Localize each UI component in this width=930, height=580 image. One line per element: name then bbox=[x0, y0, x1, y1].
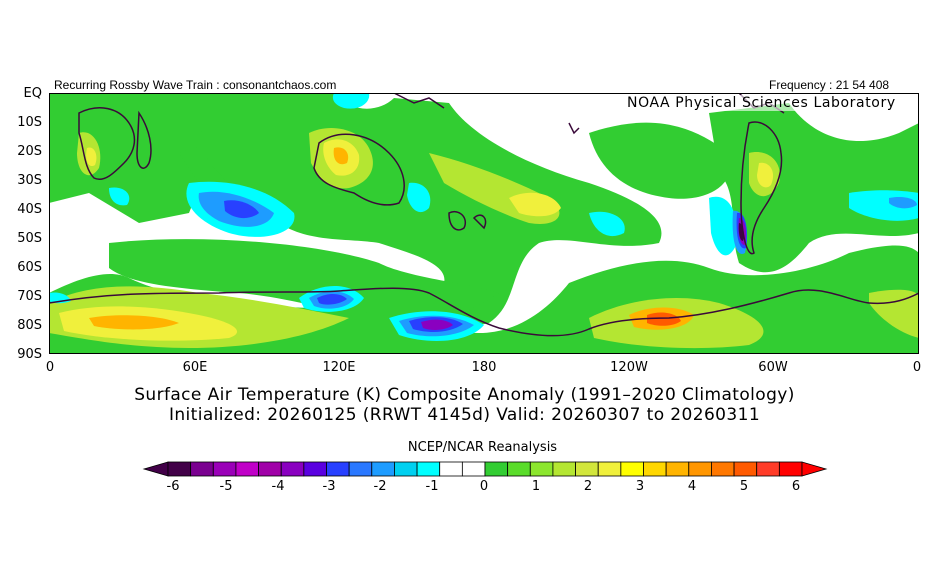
header-source-text: Recurring Rossby Wave Train : consonantc… bbox=[54, 78, 337, 92]
colorbar-cell bbox=[756, 461, 780, 477]
lon-label: 60E bbox=[182, 360, 208, 375]
colorbar-cell bbox=[733, 461, 758, 477]
colorbar-cell bbox=[258, 461, 282, 477]
header-frequency-text: Frequency : 21 54 408 bbox=[769, 78, 890, 92]
colorbar-tick: 1 bbox=[531, 479, 541, 494]
colorbar-cell bbox=[711, 461, 735, 477]
lon-label: 120W bbox=[610, 360, 648, 375]
colorbar-cell bbox=[778, 461, 803, 477]
lat-label: 70S bbox=[17, 289, 42, 304]
colorbar-cell bbox=[416, 461, 441, 477]
colorbar-cell bbox=[235, 461, 259, 477]
colorbar-cell bbox=[529, 461, 554, 477]
colorbar-cell bbox=[167, 461, 192, 477]
colorbar-arrow-high bbox=[801, 461, 828, 477]
colorbar-tick: -3 bbox=[322, 479, 336, 494]
colorbar-cell bbox=[348, 461, 373, 477]
lat-label: EQ bbox=[23, 86, 42, 101]
colorbar-tick: 6 bbox=[791, 479, 801, 494]
colorbar-arrow-low bbox=[142, 461, 169, 477]
lat-label: 60S bbox=[17, 260, 42, 275]
colorbar-tick: 2 bbox=[583, 479, 593, 494]
lon-label: 60W bbox=[758, 360, 788, 375]
colorbar-tick: -6 bbox=[166, 479, 180, 494]
anomaly-fill bbox=[49, 93, 919, 354]
colorbar-cell bbox=[439, 461, 463, 477]
colorbar-cell bbox=[597, 461, 622, 477]
lat-label: 80S bbox=[17, 318, 42, 333]
colorbar-cell bbox=[190, 461, 214, 477]
colorbar-cell bbox=[461, 461, 486, 477]
lab-label: NOAA Physical Sciences Laboratory bbox=[625, 95, 898, 111]
lat-label: 40S bbox=[17, 202, 42, 217]
colorbar-cell bbox=[371, 461, 395, 477]
plot-title: Surface Air Temperature (K) Composite An… bbox=[134, 385, 795, 405]
colorbar-tick: -4 bbox=[271, 479, 285, 494]
colorbar-label: NCEP/NCAR Reanalysis bbox=[407, 440, 558, 455]
lat-label: 20S bbox=[17, 144, 42, 159]
colorbar-tick: 0 bbox=[479, 479, 489, 494]
colorbar-cell bbox=[665, 461, 690, 477]
lat-label: 30S bbox=[17, 173, 42, 188]
lon-label: 120E bbox=[322, 360, 356, 375]
plot-subtitle: Initialized: 20260125 (RRWT 4145d) Valid… bbox=[168, 405, 761, 425]
colorbar-tick: 4 bbox=[687, 479, 697, 494]
colorbar-cell bbox=[394, 461, 418, 477]
colorbar-cell bbox=[643, 461, 667, 477]
lon-label: 0 bbox=[912, 360, 922, 375]
colorbar-cell bbox=[688, 461, 712, 477]
colorbar-tick: -5 bbox=[219, 479, 233, 494]
lat-label: 90S bbox=[17, 347, 42, 362]
colorbar-tick: -2 bbox=[373, 479, 387, 494]
colorbar-cell bbox=[326, 461, 350, 477]
colorbar-cell bbox=[280, 461, 305, 477]
colorbar-cell bbox=[552, 461, 576, 477]
colorbar-cell bbox=[575, 461, 599, 477]
colorbar-tick: 3 bbox=[635, 479, 645, 494]
colorbar-tick: -1 bbox=[425, 479, 439, 494]
colorbar-cell bbox=[484, 461, 509, 477]
colorbar-tick: 5 bbox=[739, 479, 749, 494]
colorbar-cell bbox=[303, 461, 327, 477]
lon-label: 0 bbox=[45, 360, 55, 375]
lon-label: 180 bbox=[471, 360, 497, 375]
colorbar-cell bbox=[620, 461, 644, 477]
temperature-anomaly-map bbox=[49, 93, 919, 354]
lat-label: 10S bbox=[17, 115, 42, 130]
lat-label: 50S bbox=[17, 231, 42, 246]
colorbar-cell bbox=[212, 461, 237, 477]
colorbar bbox=[142, 461, 828, 477]
colorbar-cell bbox=[507, 461, 531, 477]
